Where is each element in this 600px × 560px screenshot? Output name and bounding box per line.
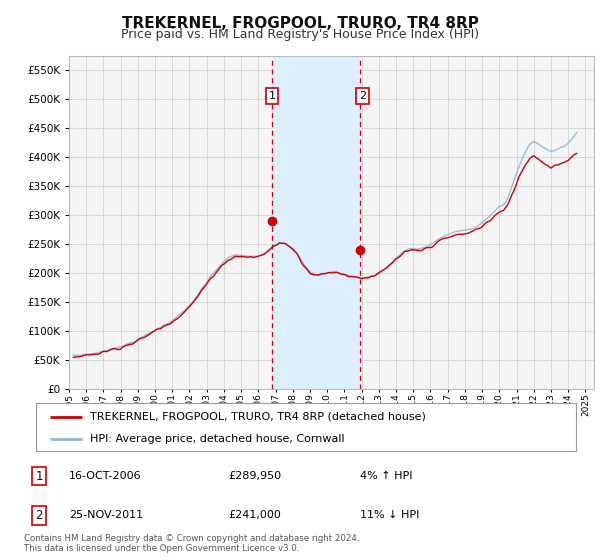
Text: Contains HM Land Registry data © Crown copyright and database right 2024.
This d: Contains HM Land Registry data © Crown c… [24, 534, 359, 553]
Text: TREKERNEL, FROGPOOL, TRURO, TR4 8RP (detached house): TREKERNEL, FROGPOOL, TRURO, TR4 8RP (det… [90, 412, 426, 422]
Text: TREKERNEL, FROGPOOL, TRURO, TR4 8RP: TREKERNEL, FROGPOOL, TRURO, TR4 8RP [122, 16, 478, 31]
Text: 2: 2 [35, 508, 43, 522]
Text: 2: 2 [359, 91, 366, 101]
Text: 1: 1 [35, 469, 43, 483]
Bar [272, 56, 360, 389]
Text: Price paid vs. HM Land Registry's House Price Index (HPI): Price paid vs. HM Land Registry's House … [121, 28, 479, 41]
Text: 1: 1 [268, 91, 275, 101]
Text: 11% ↓ HPI: 11% ↓ HPI [360, 510, 419, 520]
Text: £289,950: £289,950 [228, 471, 281, 481]
Text: 4% ↑ HPI: 4% ↑ HPI [360, 471, 413, 481]
Text: HPI: Average price, detached house, Cornwall: HPI: Average price, detached house, Corn… [90, 434, 344, 444]
Text: 25-NOV-2011: 25-NOV-2011 [69, 510, 143, 520]
Text: £241,000: £241,000 [228, 510, 281, 520]
Text: 16-OCT-2006: 16-OCT-2006 [69, 471, 142, 481]
